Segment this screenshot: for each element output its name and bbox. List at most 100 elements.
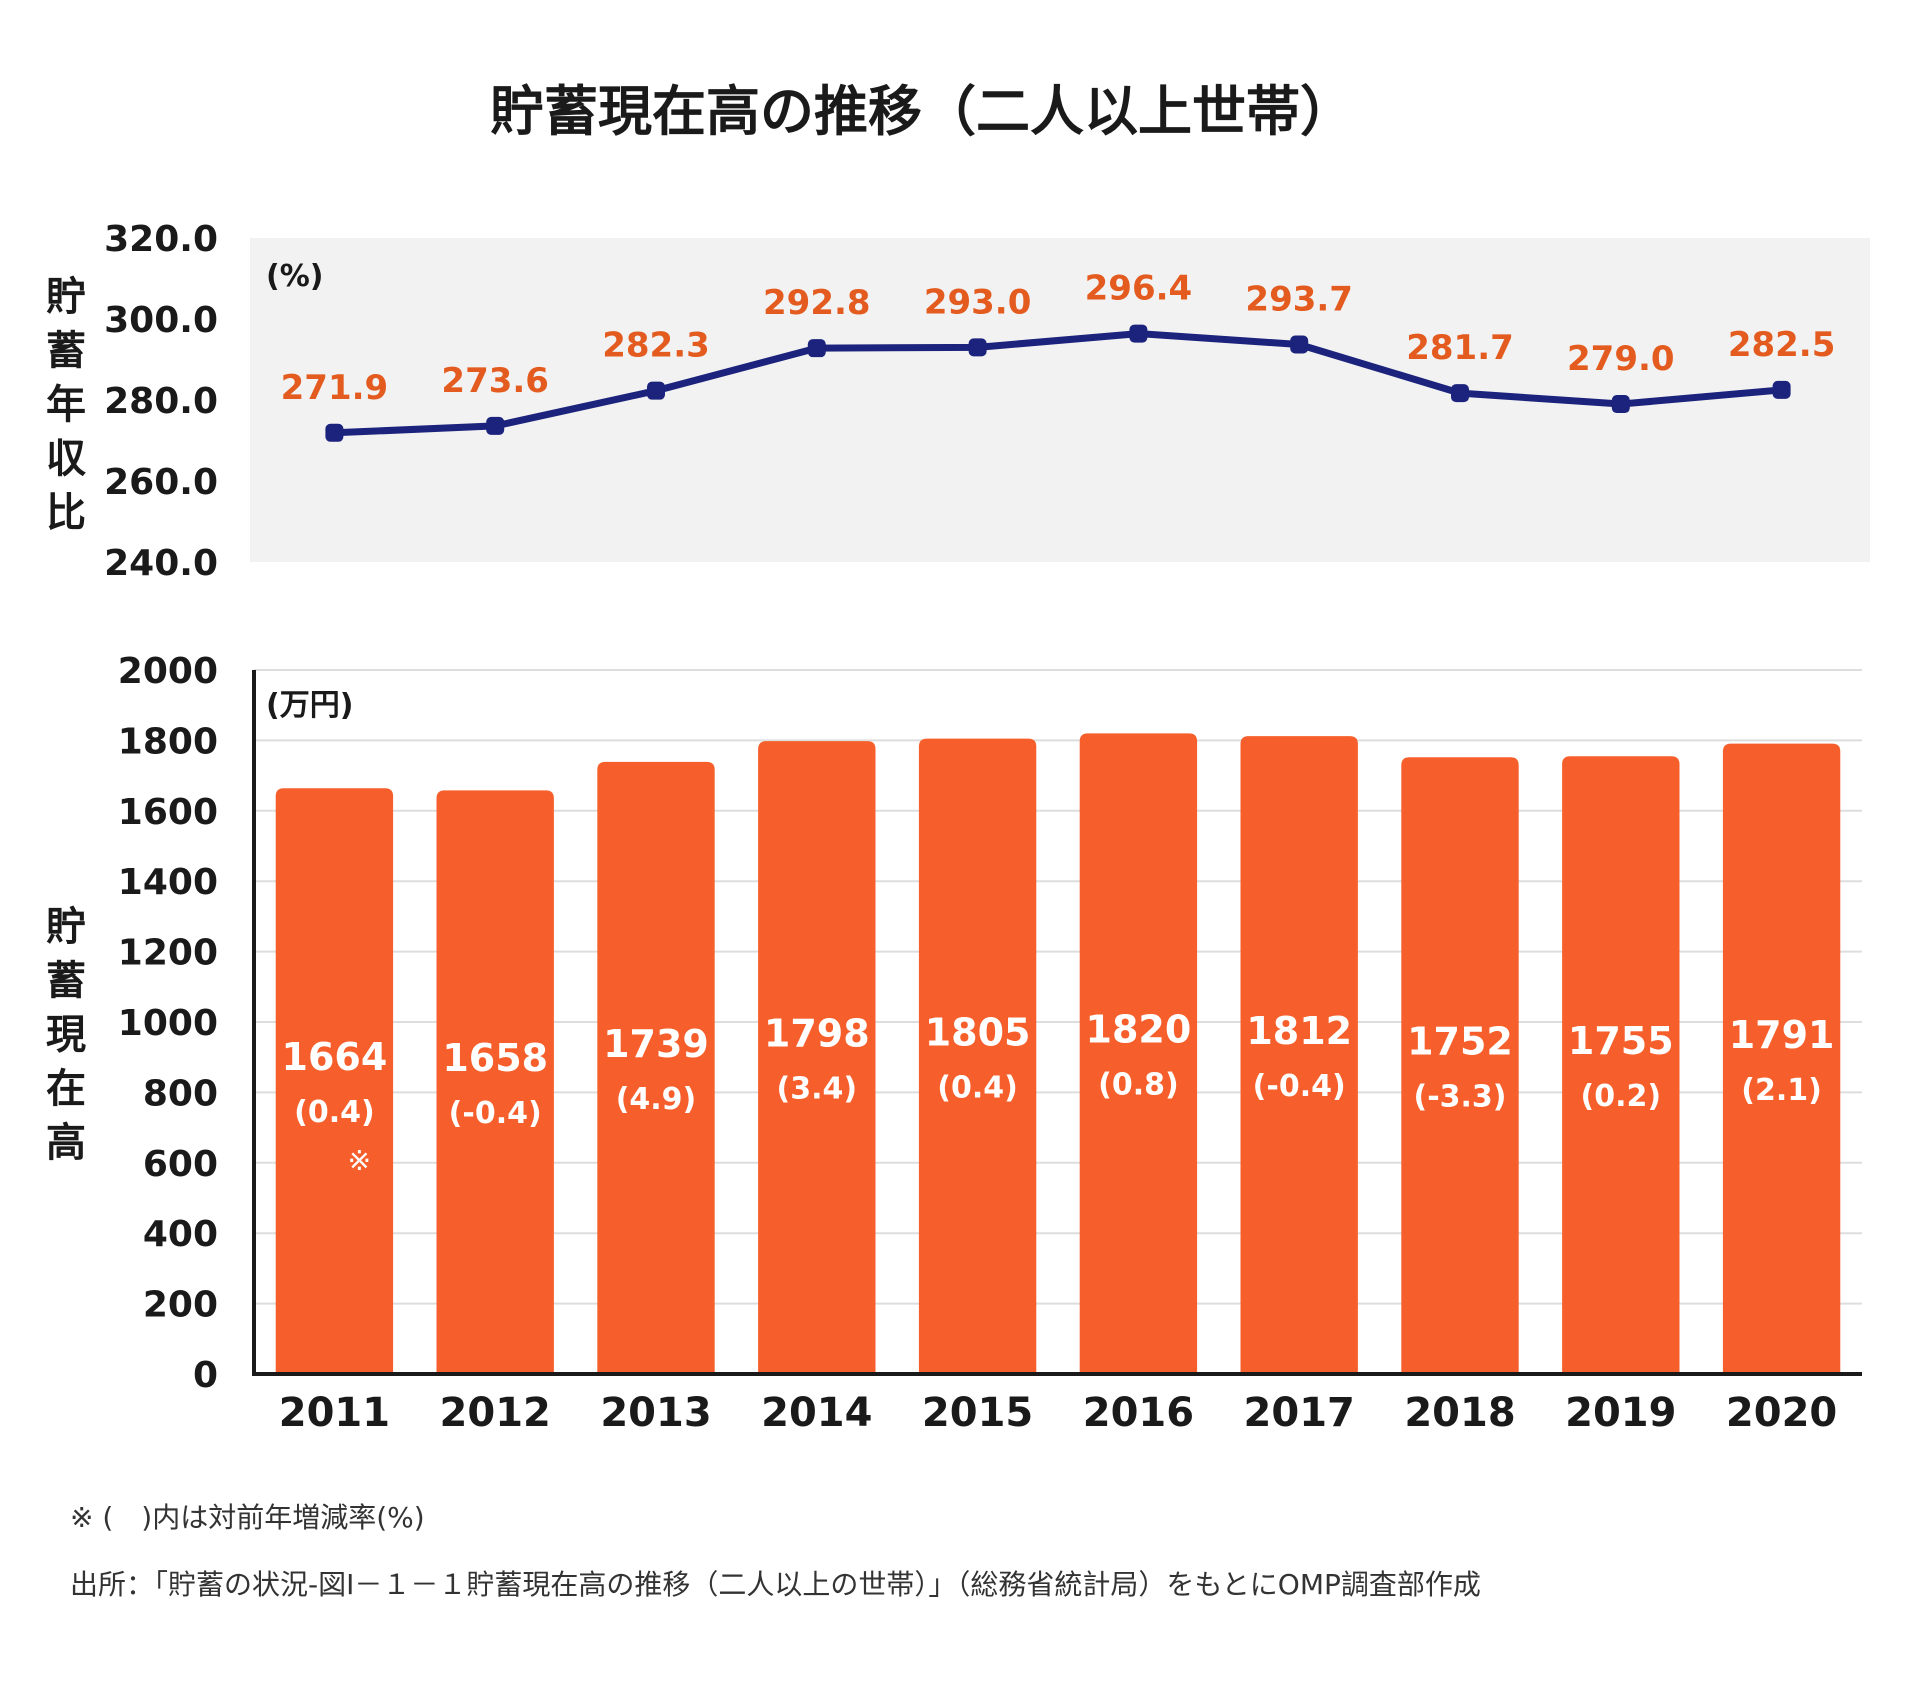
line-data-label: 293.0 xyxy=(924,282,1032,322)
bar-value-label: 1752 xyxy=(1407,1020,1513,1064)
line-data-label: 296.4 xyxy=(1085,269,1193,309)
line-y-tick-label: 320.0 xyxy=(104,219,218,260)
x-tick-label: 2013 xyxy=(600,1390,711,1436)
line-point xyxy=(1772,380,1791,399)
bar xyxy=(436,790,554,1374)
line-data-labels: 271.9 273.6 282.3 292.8 293.0 296.4 293.7 281.7… xyxy=(281,269,1836,408)
bar-y-tick-label: 800 xyxy=(143,1073,218,1114)
bar-rate-label: (0.4) xyxy=(937,1070,1018,1105)
bar-value-label: 1664 xyxy=(282,1035,388,1079)
line-y-tick-label: 260.0 xyxy=(104,462,218,503)
bar-footnote-mark: ※ xyxy=(348,1144,371,1177)
line-y-tick-label: 240.0 xyxy=(104,543,218,584)
bar-value-label: 1805 xyxy=(925,1010,1031,1054)
line-point xyxy=(1451,384,1469,403)
line-data-label: 282.5 xyxy=(1728,325,1836,365)
bar-y-axis-title-char: 貯 xyxy=(46,904,86,950)
rate-note: ※ ( )内は対前年増減率(%) xyxy=(70,1501,425,1534)
bar-rate-label: (-3.3) xyxy=(1413,1080,1506,1115)
line-point xyxy=(1290,335,1309,354)
bar xyxy=(758,741,876,1374)
bar-y-axis-title-char: 高 xyxy=(46,1120,86,1166)
x-tick-label: 2016 xyxy=(1083,1390,1194,1436)
x-tick-label: 2019 xyxy=(1565,1390,1676,1436)
x-tick-label: 2018 xyxy=(1404,1390,1515,1436)
bar-y-tick-label: 1400 xyxy=(118,862,218,903)
line-data-label: 293.7 xyxy=(1245,280,1353,320)
bar-y-axis-title: 貯蓄現在高 xyxy=(46,904,86,1166)
bar-rate-label: (0.8) xyxy=(1098,1068,1179,1103)
bar xyxy=(1562,756,1680,1374)
bar xyxy=(1240,736,1358,1374)
x-tick-label: 2020 xyxy=(1726,1390,1837,1436)
line-y-axis-title-char: 収 xyxy=(46,436,86,482)
bar-rate-label: (2.1) xyxy=(1741,1073,1822,1108)
line-data-label: 279.0 xyxy=(1567,339,1675,379)
line-y-tick-label: 300.0 xyxy=(104,300,218,341)
line-y-axis-title-char: 蓄 xyxy=(46,328,86,374)
bar xyxy=(275,788,394,1374)
bar-y-tick-label: 200 xyxy=(143,1285,218,1326)
line-points xyxy=(325,324,1791,442)
bar-rate-label: (0.4) xyxy=(294,1095,375,1130)
bar-y-tick-label: 1200 xyxy=(118,933,218,974)
source-note: 出所：「貯蓄の状況-図Ⅰ－１－１貯蓄現在高の推移（二人以上の世帯）」（総務省統計… xyxy=(70,1568,1481,1601)
bar xyxy=(918,738,1037,1374)
line-data-label: 271.9 xyxy=(281,368,389,408)
line-point xyxy=(968,338,987,357)
line-data-label: 273.6 xyxy=(441,361,549,401)
bar-y-axis-title-char: 在 xyxy=(46,1066,86,1112)
line-y-axis-title-char: 年 xyxy=(46,382,86,428)
bar-y-tick-label: 0 xyxy=(193,1355,218,1396)
bar-value-label: 1739 xyxy=(603,1022,709,1066)
bar-y-axis-title-char: 蓄 xyxy=(46,958,86,1004)
bars: 1664 (0.4) ※ 1658 (-0.4) 1739 (4.9) 1798 (3.4) 18… xyxy=(275,733,1841,1374)
bar-rate-label: (-0.4) xyxy=(449,1096,542,1131)
bar-rate-label: (3.4) xyxy=(777,1072,858,1107)
chart-title: 貯蓄現在高の推移（二人以上世帯） xyxy=(490,80,1354,143)
bar-rate-label: (-0.4) xyxy=(1253,1069,1346,1104)
bar xyxy=(1401,757,1519,1374)
bar-x-axis: 2011 2012 2013 2014 2015 2016 2017 2018 2019 2020 xyxy=(279,1390,1838,1436)
line-data-label: 282.3 xyxy=(602,326,710,366)
line-point xyxy=(807,339,826,358)
bar-y-axis-title-char: 現 xyxy=(46,1012,86,1058)
line-point xyxy=(1129,324,1148,343)
bar-rate-label: (4.9) xyxy=(616,1082,697,1117)
line-data-label: 292.8 xyxy=(763,283,871,323)
bar-value-label: 1812 xyxy=(1246,1009,1352,1053)
bar xyxy=(597,761,715,1374)
x-tick-label: 2015 xyxy=(922,1390,1033,1436)
line-y-axis-title-char: 比 xyxy=(46,490,86,536)
bar-y-tick-label: 600 xyxy=(143,1144,218,1185)
bar-y-tick-label: 1600 xyxy=(118,792,218,833)
bar-value-label: 1755 xyxy=(1568,1019,1674,1063)
bar-y-tick-label: 1800 xyxy=(118,721,218,762)
bar-y-tick-label: 1000 xyxy=(118,1003,218,1044)
line-y-axis: 320.0 300.0 280.0 260.0 240.0 xyxy=(104,219,218,584)
bar-rate-label: (0.2) xyxy=(1581,1079,1662,1114)
line-point xyxy=(486,416,505,435)
line-y-axis-title-char: 貯 xyxy=(46,274,86,320)
bar xyxy=(1079,733,1198,1374)
line-unit-label: (%) xyxy=(266,259,323,294)
bar xyxy=(1722,743,1841,1374)
line-data-label: 281.7 xyxy=(1406,328,1514,368)
bar-value-label: 1658 xyxy=(442,1036,548,1080)
x-tick-label: 2012 xyxy=(440,1390,551,1436)
line-point xyxy=(325,423,344,442)
bar-y-tick-label: 2000 xyxy=(118,651,218,692)
x-tick-label: 2014 xyxy=(761,1390,872,1436)
line-y-tick-label: 280.0 xyxy=(104,381,218,422)
line-point xyxy=(647,381,665,400)
bar-unit-label: (万円) xyxy=(266,688,353,723)
bar-y-tick-label: 400 xyxy=(143,1214,218,1255)
line-series xyxy=(334,330,1782,437)
bar-value-label: 1791 xyxy=(1729,1013,1835,1057)
line-point xyxy=(1611,395,1630,414)
x-tick-label: 2011 xyxy=(279,1390,390,1436)
x-tick-label: 2017 xyxy=(1244,1390,1355,1436)
